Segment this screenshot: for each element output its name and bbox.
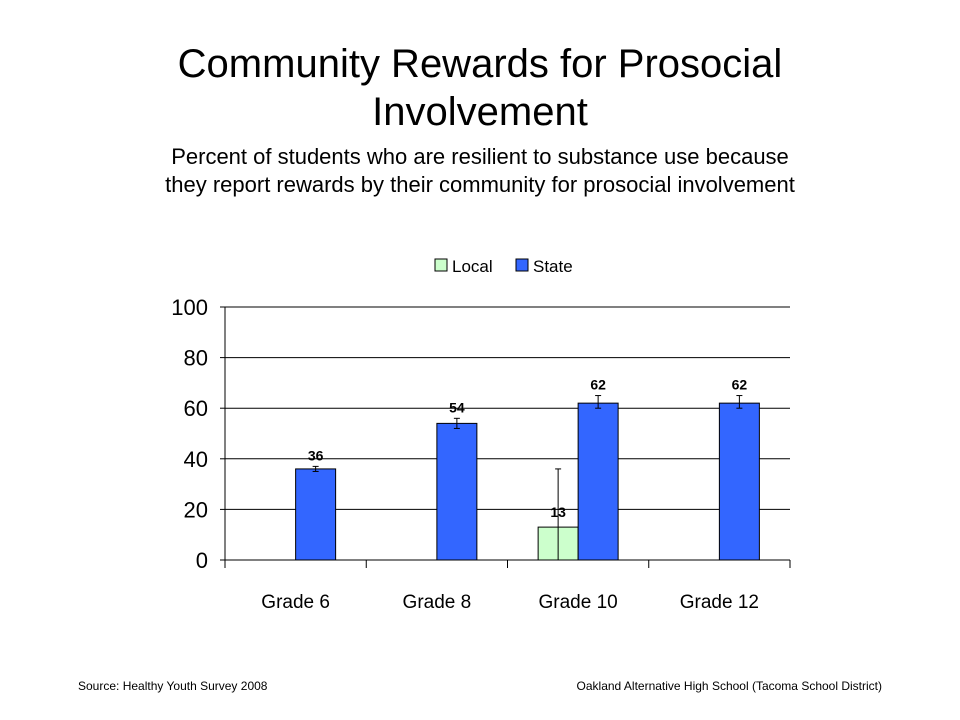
y-tick-label: 40 bbox=[184, 447, 208, 472]
data-label: 36 bbox=[308, 447, 324, 463]
chart-subtitle-line1: Percent of students who are resilient to… bbox=[171, 144, 789, 169]
bar-state bbox=[295, 468, 337, 561]
chart-subtitle: Percent of students who are resilient to… bbox=[40, 143, 920, 199]
y-tick-label: 20 bbox=[184, 497, 208, 522]
chart-title-line1: Community Rewards for Prosocial bbox=[177, 42, 783, 86]
bar-state bbox=[436, 422, 478, 561]
school-note: Oakland Alternative High School (Tacoma … bbox=[576, 679, 882, 693]
y-tick-label: 100 bbox=[171, 295, 208, 320]
chart-subtitle-line2: they report rewards by their community f… bbox=[165, 172, 795, 197]
data-label: 62 bbox=[732, 377, 748, 393]
legend-swatch-state bbox=[515, 258, 529, 272]
data-label: 54 bbox=[449, 399, 465, 415]
legend-label-state: State bbox=[533, 257, 573, 276]
x-tick-label: Grade 6 bbox=[261, 592, 330, 613]
data-label: 62 bbox=[590, 377, 606, 393]
data-label: 13 bbox=[550, 504, 566, 520]
x-tick-label: Grade 12 bbox=[680, 592, 759, 613]
chart-title: Community Rewards for Prosocial Involvem… bbox=[0, 40, 960, 136]
x-tick-label: Grade 10 bbox=[539, 592, 618, 613]
x-tick-label: Grade 8 bbox=[403, 592, 472, 613]
source-note: Source: Healthy Youth Survey 2008 bbox=[78, 679, 268, 693]
y-tick-label: 80 bbox=[184, 346, 208, 371]
legend-swatch-local bbox=[434, 258, 448, 272]
bar-state bbox=[577, 402, 619, 561]
y-tick-label: 60 bbox=[184, 396, 208, 421]
bar-state bbox=[718, 402, 760, 561]
legend-label-local: Local bbox=[452, 257, 493, 276]
y-tick-label: 0 bbox=[196, 548, 208, 573]
chart-title-line2: Involvement bbox=[372, 90, 588, 134]
